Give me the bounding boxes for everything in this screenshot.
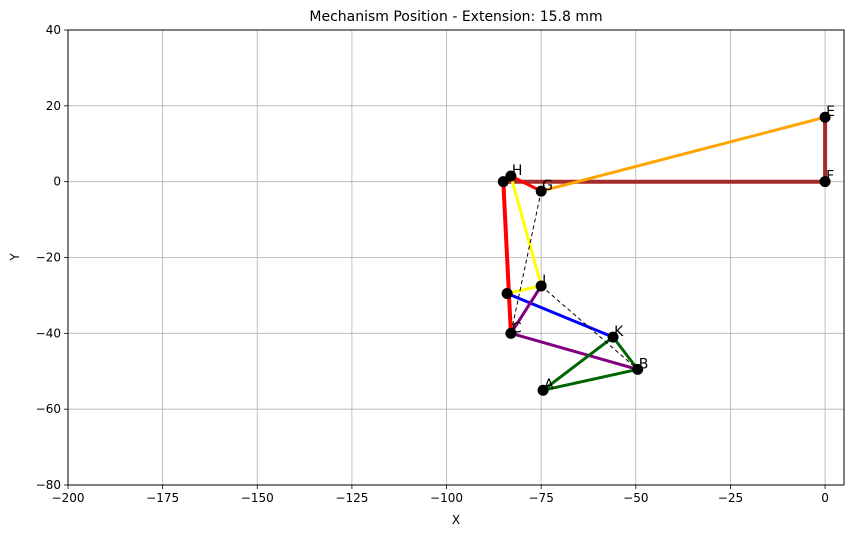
mechanism-link <box>541 335 640 392</box>
joint-label: G <box>542 178 553 194</box>
joint-point <box>505 170 517 182</box>
x-tick-label: −150 <box>241 491 274 505</box>
mechanism-link <box>505 284 543 295</box>
joint-point <box>819 176 831 188</box>
y-tick-label: 20 <box>46 99 61 113</box>
chart-title: Mechanism Position - Extension: 15.8 mm <box>309 9 602 25</box>
x-tick-label: −175 <box>146 491 179 505</box>
y-tick-label: −60 <box>36 402 61 416</box>
y-tick-label: 0 <box>53 175 61 189</box>
joint-point <box>632 363 644 375</box>
x-tick-label: −100 <box>430 491 463 505</box>
dashed-constraint-line <box>510 190 542 334</box>
joint-label: C <box>512 320 522 336</box>
mechanism-link <box>509 174 543 193</box>
mechanism-link <box>501 179 513 336</box>
joint-point <box>501 288 513 300</box>
mechanism-link <box>539 115 827 193</box>
y-tick-label: −20 <box>36 251 61 265</box>
joint-point <box>537 384 549 396</box>
joint-point <box>505 327 517 339</box>
x-tick-label: −25 <box>718 491 743 505</box>
joint-label: B <box>639 356 649 372</box>
joint-point <box>535 185 547 197</box>
mechanism-link <box>509 284 543 335</box>
grid <box>67 29 844 486</box>
joint-label: F <box>826 169 834 185</box>
x-tick-label: −50 <box>623 491 648 505</box>
links <box>501 115 828 392</box>
joint-label: E <box>826 104 835 120</box>
ticks: −200 −175 −150 −125 −100 −75 −50 −25 0−80−60−40−… <box>36 23 829 505</box>
x-axis-label: X <box>452 513 460 527</box>
joint-point <box>819 111 831 123</box>
joint-label: A <box>544 377 554 393</box>
joint-label: K <box>614 324 624 340</box>
x-tick-label: 0 <box>821 491 829 505</box>
mechanism-link <box>509 331 640 371</box>
joint-label: I <box>542 273 546 289</box>
mechanism-link <box>509 174 543 288</box>
y-tick-label: −40 <box>36 326 61 340</box>
x-tick-label: −75 <box>529 491 554 505</box>
points: A B C H G I K E F <box>497 104 835 396</box>
y-tick-label: −80 <box>36 478 61 492</box>
x-tick-label: −125 <box>335 491 368 505</box>
y-axis-label: Y <box>8 253 22 262</box>
y-tick-label: 40 <box>46 23 61 37</box>
dashed-constraint-line <box>540 285 639 370</box>
joint-label: H <box>512 163 523 179</box>
x-tick-label: −200 <box>52 491 85 505</box>
joint-point <box>535 280 547 292</box>
joint-point <box>607 331 619 343</box>
joint-point <box>497 176 509 188</box>
mechanism-link <box>505 292 615 339</box>
